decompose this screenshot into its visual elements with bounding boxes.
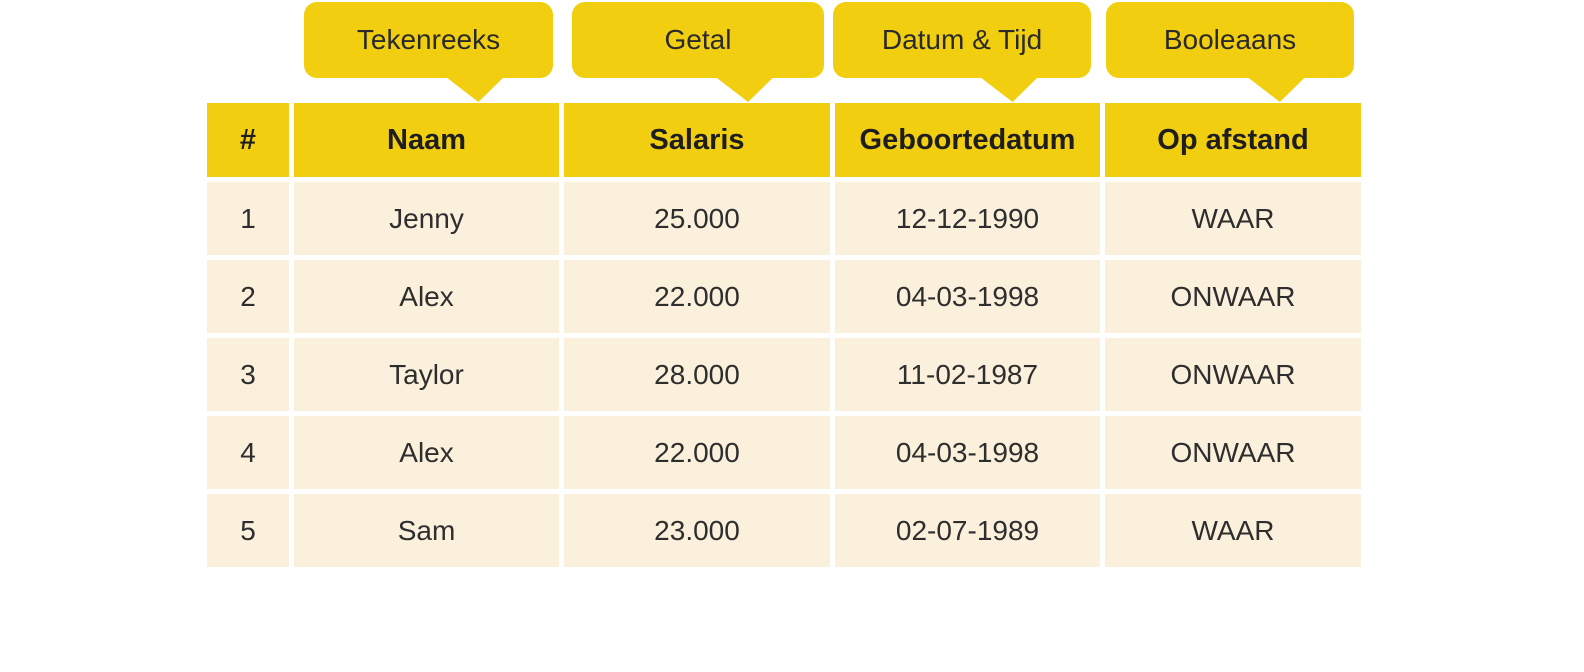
data-table: # Naam Salaris Geboortedatum Op afstand … [207,103,1361,567]
cell-row1-salaris: 25.000 [564,182,830,255]
column-header-geboortedatum: Geboortedatum [835,103,1100,177]
callout-tail-icon [715,77,774,102]
cell-row1-naam: Jenny [294,182,559,255]
cell-row2-geboortedatum: 04-03-1998 [835,260,1100,333]
cell-row2-salaris: 22.000 [564,260,830,333]
column-header-number: # [207,103,289,177]
cell-row4-salaris: 22.000 [564,416,830,489]
cell-row3-geboortedatum: 11-02-1987 [835,338,1100,411]
cell-row4-op-afstand: ONWAAR [1105,416,1361,489]
callout-booleaans-label: Booleaans [1163,24,1297,55]
cell-row4-geboortedatum: 04-03-1998 [835,416,1100,489]
callout-tail-icon [980,77,1039,102]
cell-row5-op-afstand: WAAR [1105,494,1361,567]
cell-row4-naam: Alex [294,416,559,489]
callout-booleaans: Booleaans [1106,2,1354,102]
cell-row2-naam: Alex [294,260,559,333]
cell-row3-naam: Taylor [294,338,559,411]
cell-row4-num: 4 [207,416,289,489]
cell-row5-num: 5 [207,494,289,567]
cell-row2-num: 2 [207,260,289,333]
callout-tail-icon [445,77,504,102]
callout-datum-tijd: Datum & Tijd [833,2,1091,102]
callout-tekenreeks-label: Tekenreeks [356,24,501,55]
column-header-salaris: Salaris [564,103,830,177]
cell-row1-geboortedatum: 12-12-1990 [835,182,1100,255]
callout-tail-icon [1247,77,1306,102]
callout-tekenreeks: Tekenreeks [304,2,553,102]
column-header-op-afstand: Op afstand [1105,103,1361,177]
cell-row5-salaris: 23.000 [564,494,830,567]
cell-row1-num: 1 [207,182,289,255]
callout-getal-label: Getal [664,24,732,55]
cell-row3-salaris: 28.000 [564,338,830,411]
cell-row5-geboortedatum: 02-07-1989 [835,494,1100,567]
cell-row3-num: 3 [207,338,289,411]
cell-row3-op-afstand: ONWAAR [1105,338,1361,411]
cell-row1-op-afstand: WAAR [1105,182,1361,255]
callout-getal: Getal [572,2,824,102]
callout-datum-tijd-label: Datum & Tijd [881,24,1043,55]
cell-row2-op-afstand: ONWAAR [1105,260,1361,333]
column-header-naam: Naam [294,103,559,177]
cell-row5-naam: Sam [294,494,559,567]
